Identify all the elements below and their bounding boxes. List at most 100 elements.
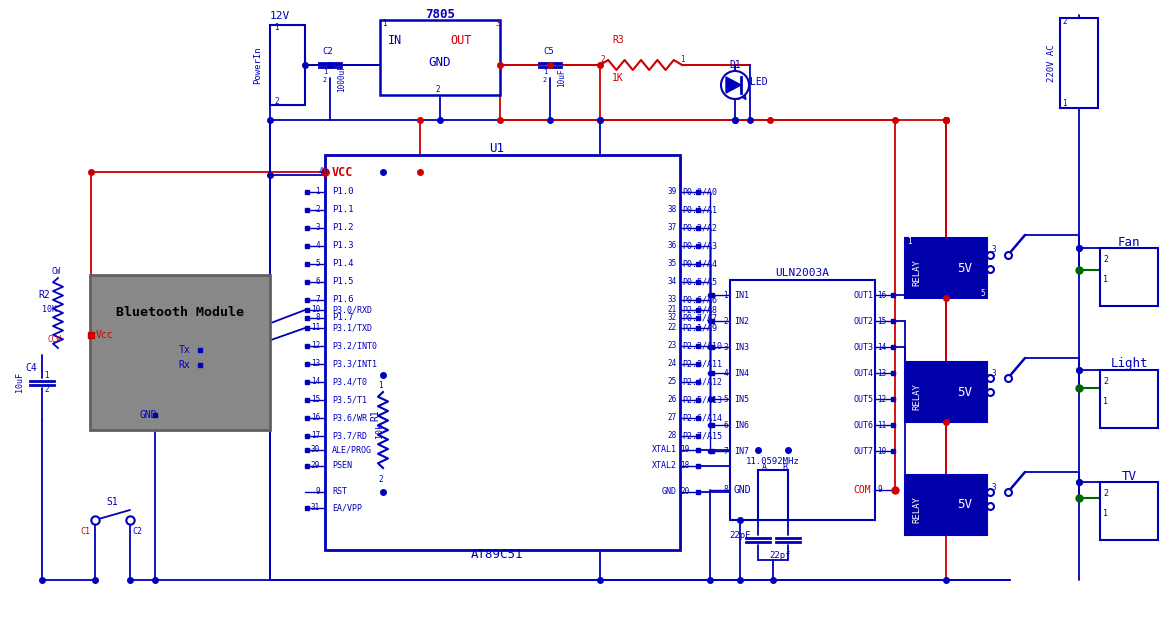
Text: 22pF: 22pF xyxy=(729,530,751,540)
Text: P0.7/A7: P0.7/A7 xyxy=(682,314,717,322)
Text: IN5: IN5 xyxy=(734,394,749,404)
Text: OUT: OUT xyxy=(450,34,472,46)
Bar xyxy=(730,280,875,520)
Text: 5V: 5V xyxy=(958,498,973,511)
Text: 36: 36 xyxy=(668,242,677,250)
Text: Tx: Tx xyxy=(178,345,190,355)
Text: 2: 2 xyxy=(435,86,440,95)
Text: TV: TV xyxy=(1122,470,1137,483)
Text: 16: 16 xyxy=(877,290,886,299)
Text: P0.5/A5: P0.5/A5 xyxy=(682,277,717,287)
Text: IN4: IN4 xyxy=(734,369,749,377)
Text: P2.1/A9: P2.1/A9 xyxy=(682,324,717,332)
Text: 2: 2 xyxy=(322,77,327,83)
Polygon shape xyxy=(725,77,741,93)
Text: 18: 18 xyxy=(680,461,689,471)
Text: 15: 15 xyxy=(877,317,886,326)
Text: XTAL2: XTAL2 xyxy=(652,461,677,471)
Text: 6: 6 xyxy=(723,421,728,429)
Text: RELAY: RELAY xyxy=(913,260,921,287)
Text: RELAY: RELAY xyxy=(913,496,921,523)
Text: C2: C2 xyxy=(322,48,333,56)
Text: P0.6/A6: P0.6/A6 xyxy=(682,295,717,304)
Text: R2: R2 xyxy=(38,290,49,300)
Text: P1.4: P1.4 xyxy=(332,260,354,269)
Text: 28: 28 xyxy=(668,431,677,441)
Text: AT89C51: AT89C51 xyxy=(471,548,523,562)
Text: P3.4/T0: P3.4/T0 xyxy=(332,377,367,386)
Text: 1000uF: 1000uF xyxy=(338,64,346,92)
Text: 13: 13 xyxy=(311,359,320,369)
Text: EA/VPP: EA/VPP xyxy=(332,503,362,513)
Text: Vcc: Vcc xyxy=(96,330,114,340)
Text: PSEN: PSEN xyxy=(332,461,352,471)
Text: 7: 7 xyxy=(315,295,320,304)
Text: Light: Light xyxy=(1110,357,1147,371)
Text: 2: 2 xyxy=(1062,16,1067,26)
Text: C1: C1 xyxy=(80,528,90,536)
Text: P1.3: P1.3 xyxy=(332,242,354,250)
Text: 1: 1 xyxy=(382,19,387,28)
Text: 12: 12 xyxy=(311,342,320,351)
Text: 8: 8 xyxy=(723,486,728,495)
Text: 5V: 5V xyxy=(958,386,973,399)
Text: 19: 19 xyxy=(680,446,689,454)
Text: IN3: IN3 xyxy=(734,342,749,352)
Text: P3.5/T1: P3.5/T1 xyxy=(332,396,367,404)
Text: P3.2/INT0: P3.2/INT0 xyxy=(332,342,377,351)
Bar xyxy=(1059,18,1098,108)
Text: 20: 20 xyxy=(680,488,689,496)
Text: 4: 4 xyxy=(315,242,320,250)
Text: P2.2/A10: P2.2/A10 xyxy=(682,342,722,351)
Text: COM: COM xyxy=(853,485,871,495)
Text: A: A xyxy=(762,463,766,473)
Text: IN: IN xyxy=(388,34,402,46)
Text: GND: GND xyxy=(429,56,451,68)
Text: 24: 24 xyxy=(668,359,677,369)
Bar xyxy=(905,475,987,535)
Text: 1: 1 xyxy=(680,56,684,64)
Text: P1.2: P1.2 xyxy=(332,223,354,232)
Text: LED: LED xyxy=(750,77,768,87)
Text: 4: 4 xyxy=(723,369,728,377)
Text: 6: 6 xyxy=(315,277,320,287)
Text: 12V: 12V xyxy=(270,11,291,21)
Text: 8: 8 xyxy=(315,314,320,322)
Text: 30: 30 xyxy=(311,446,320,454)
Text: IN6: IN6 xyxy=(734,421,749,429)
Text: 22pf: 22pf xyxy=(769,552,791,560)
Text: P3.6/WR: P3.6/WR xyxy=(332,414,367,423)
Text: RST: RST xyxy=(332,488,347,496)
Text: ULN2003A: ULN2003A xyxy=(775,268,829,278)
Text: 1K: 1K xyxy=(612,73,624,83)
Text: 3: 3 xyxy=(315,223,320,232)
Text: 1: 1 xyxy=(1103,275,1108,284)
Text: 12: 12 xyxy=(877,394,886,404)
Text: 13: 13 xyxy=(877,369,886,377)
Text: 15: 15 xyxy=(311,396,320,404)
Circle shape xyxy=(721,71,749,99)
Text: P1.7: P1.7 xyxy=(332,314,354,322)
Text: P1.1: P1.1 xyxy=(332,205,354,215)
Text: VCC: VCC xyxy=(332,165,354,178)
Text: Bluetooth Module: Bluetooth Module xyxy=(116,305,244,319)
Bar xyxy=(905,238,987,298)
Text: 2: 2 xyxy=(1103,377,1108,386)
Text: 10: 10 xyxy=(311,305,320,314)
Text: GND: GND xyxy=(139,410,157,420)
Text: 2: 2 xyxy=(723,317,728,326)
Text: OUT2: OUT2 xyxy=(853,317,873,326)
Text: R1: R1 xyxy=(370,409,380,421)
Text: IN2: IN2 xyxy=(734,317,749,326)
Text: 2: 2 xyxy=(1103,255,1108,265)
Text: 31: 31 xyxy=(311,503,320,513)
Text: 1: 1 xyxy=(1062,98,1067,108)
Text: C2: C2 xyxy=(132,528,142,536)
Text: CW: CW xyxy=(52,267,61,277)
Text: P3.7/RD: P3.7/RD xyxy=(332,431,367,441)
Text: XTAL1: XTAL1 xyxy=(652,446,677,454)
Text: 11: 11 xyxy=(311,324,320,332)
Bar xyxy=(90,275,270,430)
Text: 25: 25 xyxy=(668,377,677,386)
Text: P0.3/A3: P0.3/A3 xyxy=(682,242,717,250)
